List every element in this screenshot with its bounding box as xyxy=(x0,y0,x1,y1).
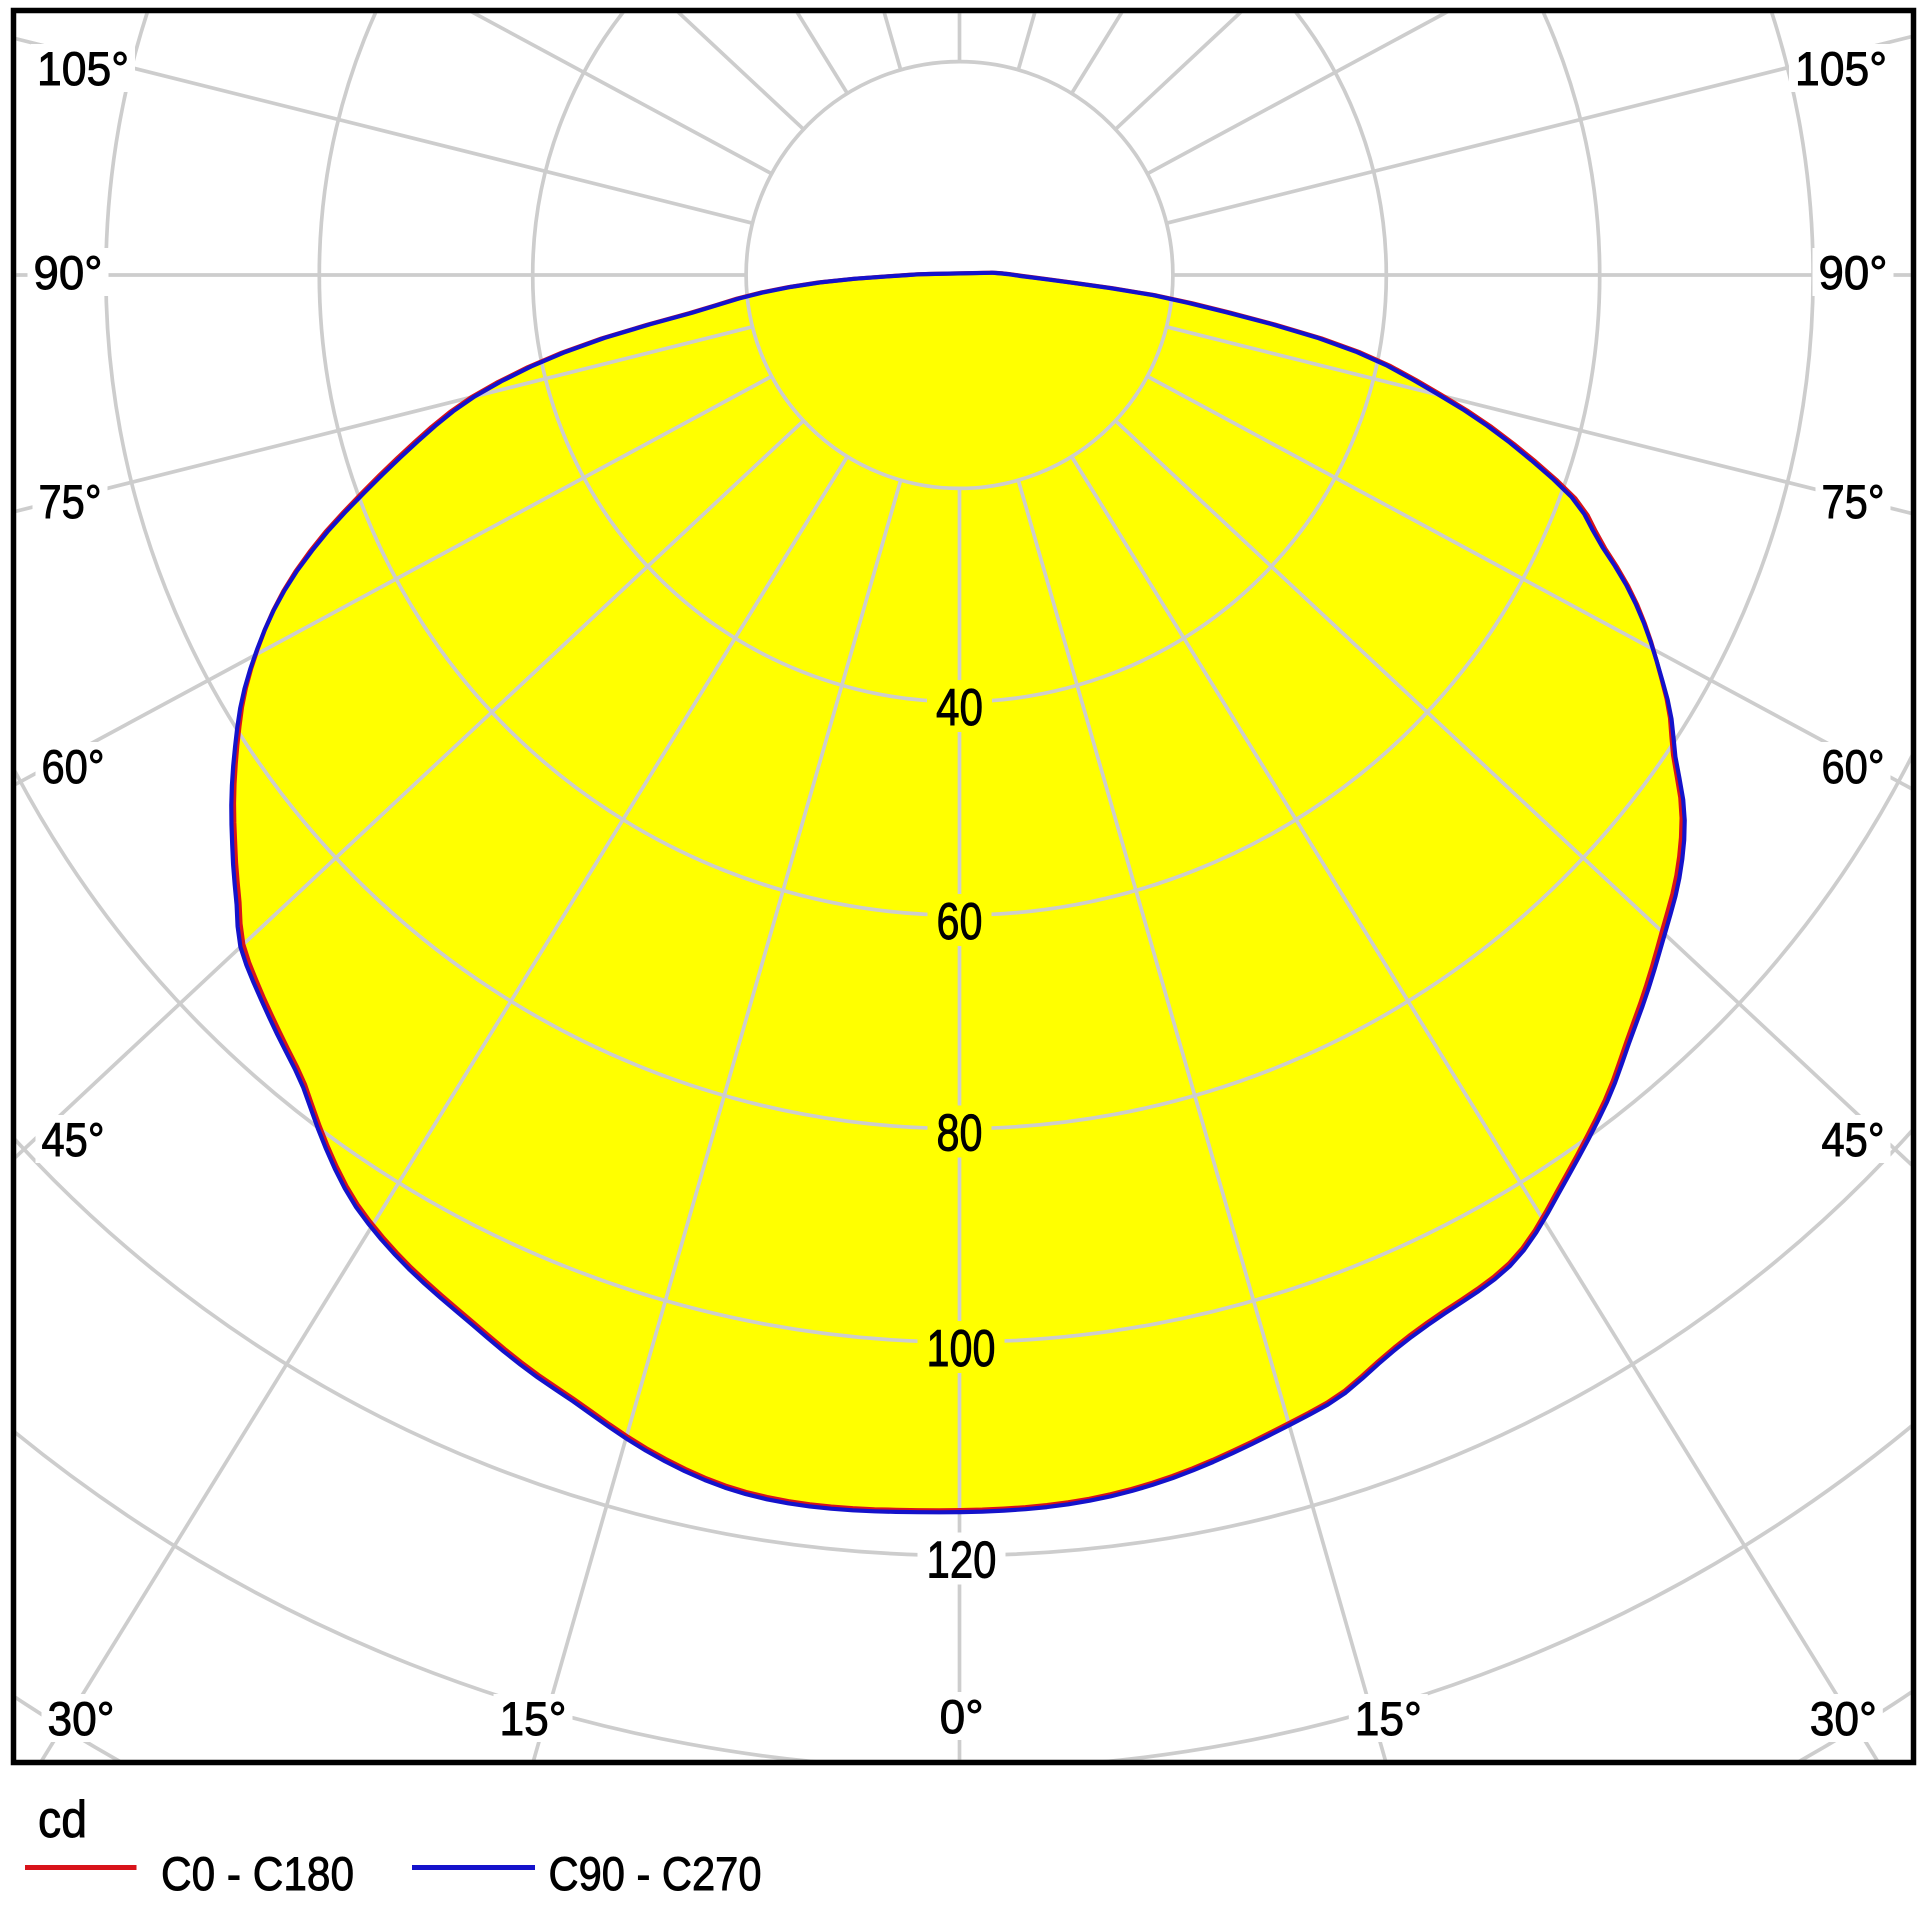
svg-text:105°: 105° xyxy=(1795,42,1887,95)
svg-text:30°: 30° xyxy=(1810,1692,1877,1745)
svg-text:0°: 0° xyxy=(940,1690,984,1743)
svg-text:100: 100 xyxy=(927,1320,996,1378)
svg-text:40: 40 xyxy=(936,679,983,737)
svg-text:75°: 75° xyxy=(1822,475,1885,528)
svg-text:15°: 15° xyxy=(1355,1692,1422,1745)
svg-text:120: 120 xyxy=(927,1532,997,1590)
svg-text:60: 60 xyxy=(937,893,983,951)
svg-text:80: 80 xyxy=(937,1105,983,1163)
svg-text:cd: cd xyxy=(38,1791,87,1849)
svg-text:75°: 75° xyxy=(39,475,102,528)
svg-text:45°: 45° xyxy=(1822,1113,1885,1166)
svg-text:C90 - C270: C90 - C270 xyxy=(549,1847,762,1900)
svg-text:45°: 45° xyxy=(42,1113,105,1166)
svg-text:60°: 60° xyxy=(42,740,105,793)
svg-text:15°: 15° xyxy=(500,1692,567,1745)
svg-text:90°: 90° xyxy=(34,246,103,299)
svg-text:90°: 90° xyxy=(1819,246,1888,299)
svg-text:60°: 60° xyxy=(1822,740,1885,793)
svg-text:30°: 30° xyxy=(48,1692,115,1745)
svg-text:105°: 105° xyxy=(37,42,129,95)
svg-text:C0 - C180: C0 - C180 xyxy=(161,1847,354,1900)
